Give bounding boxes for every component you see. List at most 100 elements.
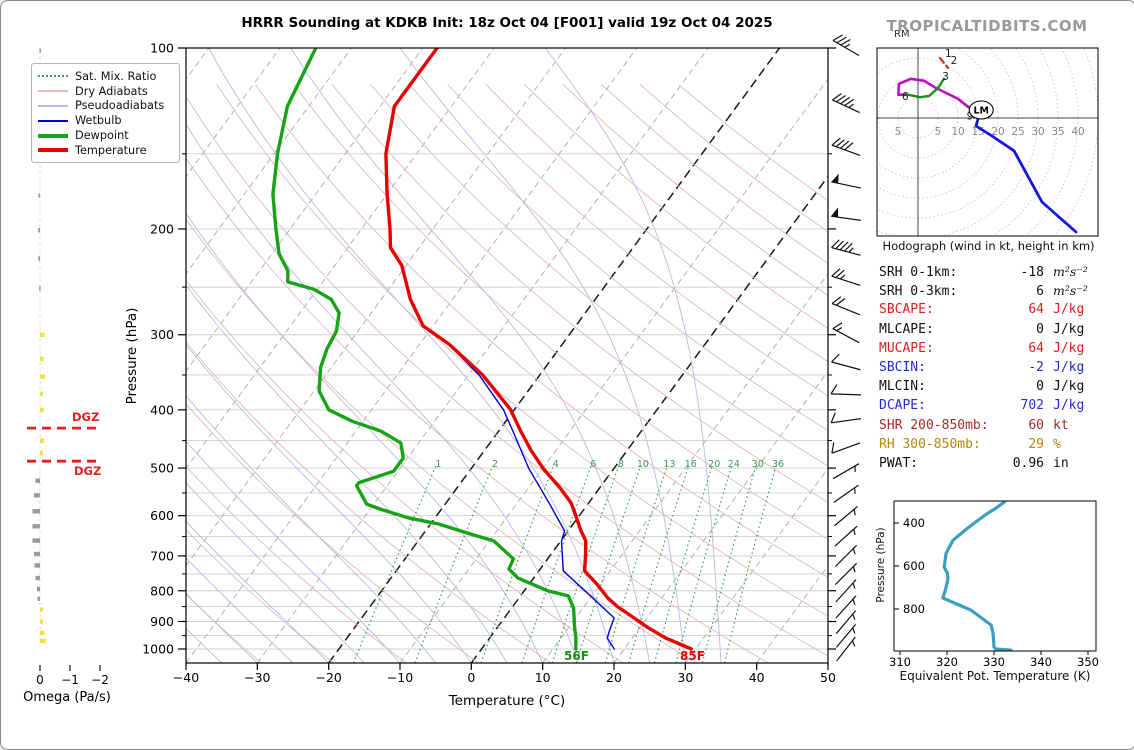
stat-label: MLCIN: [879, 379, 926, 395]
svg-text:2: 2 [951, 55, 958, 67]
pressure-axis-label: Pressure (hPa) [124, 307, 140, 405]
stat-label: SBCIN: [879, 359, 926, 375]
svg-text:500: 500 [150, 461, 174, 476]
svg-text:24: 24 [728, 459, 740, 470]
hodograph-trace-3-6km [905, 77, 946, 99]
thetae-pressure-axis-label: Pressure (hPa) [875, 527, 887, 603]
stat-row-mlcape-: MLCAPE: 0 J/kg [879, 322, 1129, 341]
svg-text:9: 9 [967, 110, 974, 122]
stat-row-srh-0-3km-: SRH 0-3km: 6 m²s⁻² [879, 283, 1129, 302]
hodograph-trace-6-9km [897, 77, 980, 115]
legend-item-temperature: Temperature [32, 143, 179, 158]
stat-label: SRH 0-1km: [879, 265, 958, 280]
stat-row-pwat-: PWAT: 0.96 in [879, 456, 1129, 475]
svg-text:400: 400 [150, 402, 174, 417]
stat-row-sbcin-: SBCIN: -2 J/kg [879, 360, 1129, 379]
svg-text:3: 3 [942, 71, 949, 83]
svg-text:10: 10 [637, 459, 649, 470]
svg-text:5: 5 [935, 126, 942, 138]
svg-text:330: 330 [983, 655, 1005, 669]
svg-text:1000: 1000 [142, 642, 174, 657]
svg-text:1: 1 [945, 48, 952, 60]
legend-item-label: Wetbulb [75, 114, 122, 128]
svg-text:900: 900 [150, 614, 174, 629]
legend-item-sat-mix-ratio: Sat. Mix. Ratio [32, 69, 179, 84]
omega-panel: 0 −1 −2 [27, 48, 109, 687]
svg-text:5: 5 [895, 126, 902, 138]
svg-text:6: 6 [902, 91, 909, 103]
stat-label: RH 300-850mb: [879, 436, 981, 452]
svg-text:300: 300 [150, 327, 174, 342]
legend-item-dry-adiabats: Dry Adiabats [32, 84, 179, 99]
stat-value: -2 [1028, 359, 1044, 375]
svg-text:0: 0 [36, 673, 44, 687]
svg-text:13: 13 [663, 459, 675, 470]
svg-text:30: 30 [752, 459, 764, 470]
legend-item-label: Dry Adiabats [75, 84, 148, 98]
legend-item-label: Temperature [75, 143, 147, 157]
temperature-axis-label: Temperature (°C) [448, 693, 566, 709]
svg-text:700: 700 [150, 548, 174, 563]
stat-label: MLCAPE: [879, 321, 934, 337]
wind-barb-column [830, 34, 862, 662]
legend-item-label: Pseudoadiabats [75, 99, 165, 113]
svg-text:600: 600 [150, 508, 174, 523]
stat-unit: J/kg [1053, 359, 1085, 375]
svg-text:−40: −40 [173, 670, 199, 685]
legend-item-dewpoint: Dewpoint [32, 128, 179, 143]
legend: Sat. Mix. Ratio Dry Adiabats Pseudoadiabat… [31, 63, 180, 163]
thetae-panel: 310 320 330 340 350 400 600 800 [889, 500, 1099, 669]
stat-label: SHR 200-850mb: [879, 417, 989, 433]
right-mover-label: RM [894, 29, 910, 40]
wetbulb-trace [447, 343, 615, 650]
stat-value: 64 [1028, 340, 1044, 356]
svg-text:20: 20 [708, 459, 720, 470]
watermark-logo: TROPICALTIDBITS.COM [886, 17, 1088, 35]
stat-unit: in [1053, 455, 1069, 471]
svg-text:6: 6 [590, 459, 596, 470]
svg-text:−1: −1 [61, 673, 79, 687]
thetae-axis-caption: Equivalent Pot. Temperature (K) [899, 669, 1091, 683]
legend-item-label: Dewpoint [75, 129, 129, 143]
dgz-label-bottom: DGZ [74, 464, 102, 478]
omega-axis-label: Omega (Pa/s) [23, 690, 111, 705]
legend-line-sample [38, 119, 68, 122]
svg-text:310: 310 [889, 655, 911, 669]
dewpoint-trace [271, 48, 578, 651]
stat-unit: m²s⁻² [1053, 264, 1088, 279]
svg-text:−2: −2 [91, 673, 109, 687]
svg-text:10: 10 [951, 126, 964, 138]
surface-dewpoint-label: 56F [564, 649, 589, 663]
stat-label: PWAT: [879, 455, 919, 471]
stat-value: 702 [1020, 398, 1044, 414]
hodograph-trace-0-9km-plus [974, 113, 1078, 234]
svg-text:20: 20 [606, 670, 622, 685]
svg-text:200: 200 [150, 221, 174, 236]
svg-text:35: 35 [1051, 126, 1064, 138]
stat-value: 29 [1028, 436, 1044, 452]
hodograph-trace-0-2km [938, 56, 950, 70]
svg-text:−10: −10 [387, 670, 413, 685]
stat-row-srh-0-1km-: SRH 0-1km: -18 m²s⁻² [879, 264, 1129, 283]
stat-label: MUCAPE: [879, 340, 934, 356]
stat-row-shr-200-850mb-: SHR 200-850mb: 60 kt [879, 418, 1129, 437]
svg-text:30: 30 [1031, 126, 1044, 138]
svg-text:−30: −30 [244, 670, 270, 685]
svg-text:20: 20 [991, 126, 1004, 138]
stat-label: DCAPE: [879, 398, 926, 414]
svg-text:4: 4 [553, 459, 559, 470]
surface-temperature-label: 85F [680, 649, 705, 663]
stat-row-mucape-: MUCAPE: 64 J/kg [879, 341, 1129, 360]
thetae-trace [941, 501, 1013, 651]
svg-text:LM: LM [973, 106, 989, 117]
svg-text:50: 50 [820, 670, 836, 685]
svg-text:−20: −20 [315, 670, 341, 685]
svg-text:2: 2 [492, 459, 498, 470]
svg-text:350: 350 [1077, 655, 1099, 669]
stat-value: 60 [1028, 417, 1044, 433]
stat-row-mlcin-: MLCIN: 0 J/kg [879, 379, 1129, 398]
stat-value: 0.96 [1012, 455, 1044, 471]
page-title: HRRR Sounding at KDKB Init: 18z Oct 04 [… [241, 15, 773, 31]
